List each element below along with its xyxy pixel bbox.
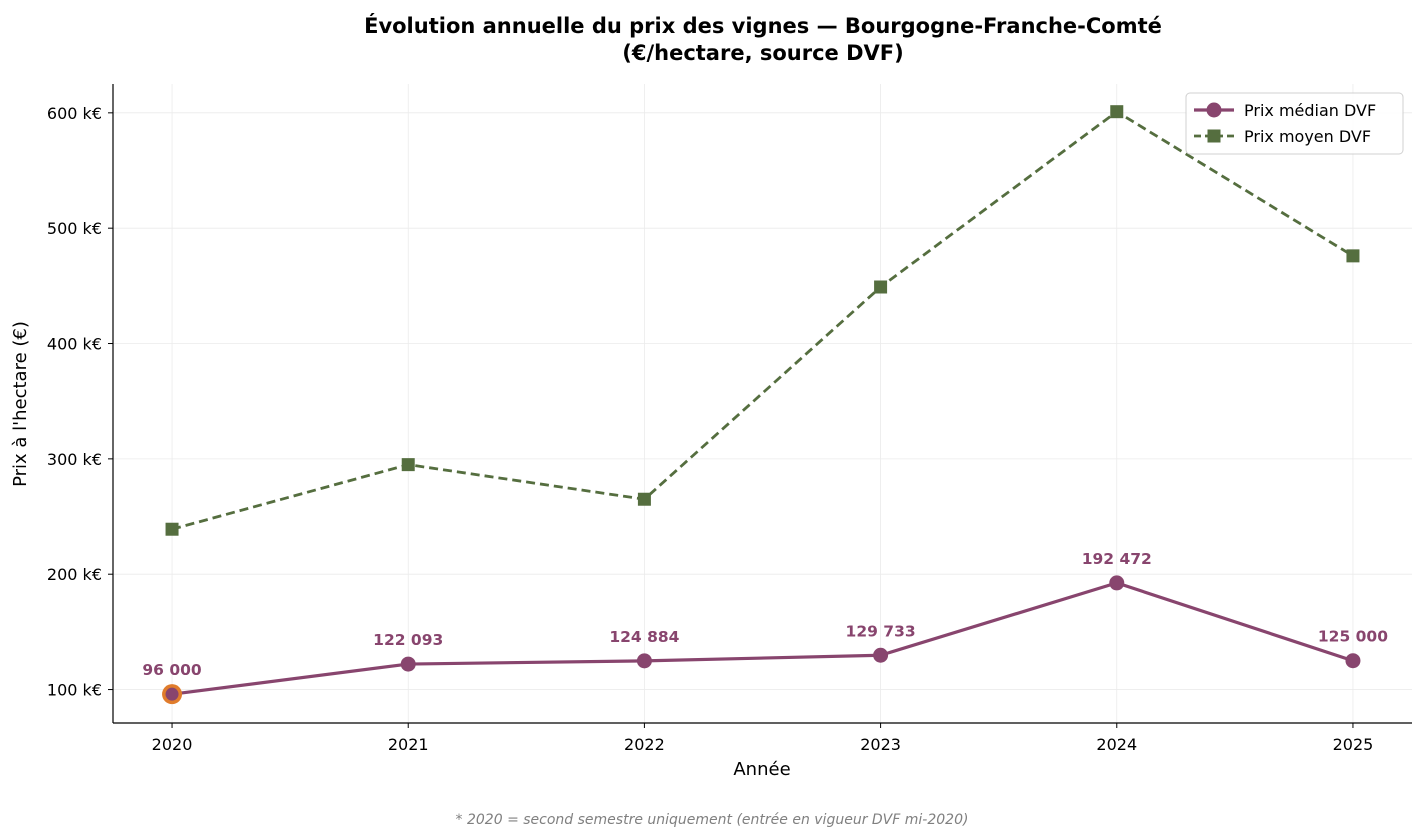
data-label: 122 093 (373, 631, 443, 649)
chart-title-line-2: (€/hectare, source DVF) (622, 41, 903, 65)
data-label: 125 000 (1318, 628, 1388, 646)
data-point (873, 647, 889, 663)
x-tick-label: 2024 (1096, 735, 1137, 754)
data-point (165, 687, 179, 701)
y-tick-label: 600 k€ (47, 104, 102, 123)
y-tick-label: 300 k€ (47, 450, 102, 469)
data-point (1110, 105, 1124, 119)
y-tick-label: 500 k€ (47, 219, 102, 238)
x-axis-label: Année (733, 759, 790, 780)
legend-box (1185, 92, 1404, 155)
data-point (874, 280, 888, 294)
tick-labels: 2020 2021 2022 2023 2024 2025 100 k€ 200 k€ 300 … (47, 104, 1373, 754)
x-tick-label: 2023 (860, 735, 901, 754)
footnote: * 2020 = second semestre uniquement (ent… (456, 812, 969, 828)
legend-label: Prix moyen DVF (1244, 127, 1371, 146)
legend-marker (1207, 129, 1221, 143)
y-axis-label: Prix à l'hectare (€) (10, 321, 31, 487)
chart-title-line-1: Évolution annuelle du prix des vignes — … (364, 13, 1162, 38)
y-tick-label: 400 k€ (47, 335, 102, 354)
x-tick-label: 2020 (152, 735, 193, 754)
data-point (401, 458, 415, 472)
y-tick-label: 100 k€ (47, 681, 102, 700)
series-line (171, 581, 1354, 696)
data-point (1346, 249, 1360, 263)
x-tick-label: 2022 (624, 735, 665, 754)
data-point (165, 522, 179, 536)
x-tick-label: 2025 (1333, 735, 1374, 754)
legend-label: Prix médian DVF (1244, 101, 1376, 120)
series-line (171, 110, 1354, 531)
y-tick-label: 200 k€ (47, 565, 102, 584)
legend: Prix médian DVF Prix moyen DVF (1185, 92, 1404, 155)
data-point (1345, 653, 1361, 669)
data-label: 124 884 (609, 628, 679, 646)
data-labels: 96 000 122 093 124 884 129 733 192 472 125 00… (142, 550, 1388, 679)
data-point (636, 653, 652, 669)
legend-marker (1206, 102, 1222, 118)
data-label: 129 733 (846, 622, 916, 640)
axes (108, 84, 1412, 728)
grid (113, 84, 1412, 723)
data-point (1109, 575, 1125, 591)
data-label: 192 472 (1082, 550, 1152, 568)
data-point (637, 492, 651, 506)
x-tick-label: 2021 (388, 735, 429, 754)
data-point (400, 656, 416, 672)
series (162, 105, 1361, 705)
data-label: 96 000 (142, 661, 202, 679)
